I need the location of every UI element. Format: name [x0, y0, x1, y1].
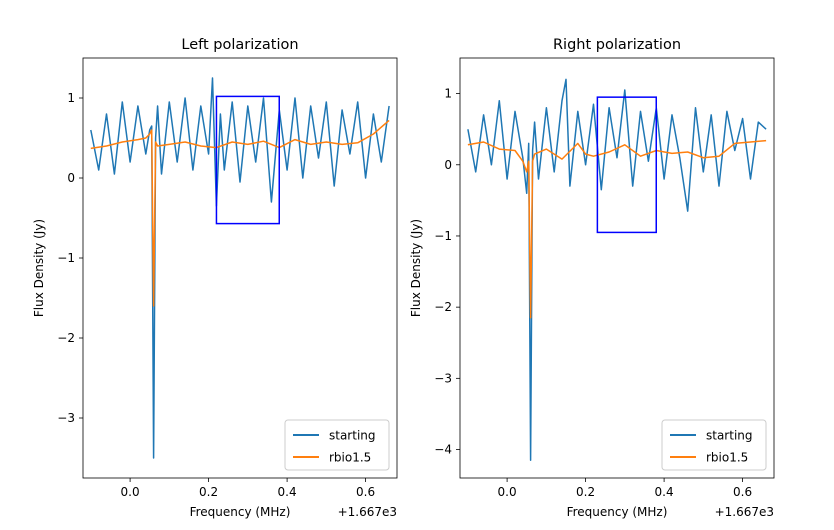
x-axis-label: Frequency (MHz) — [190, 505, 291, 519]
y-tick-label: −4 — [434, 443, 452, 457]
panel-left: 0.0 0.2 0.4 0.6 1 0 −1 −2 −3 Left polarization Fre… — [32, 37, 398, 519]
y-tick-label: −1 — [57, 251, 75, 265]
x-offset-label: +1.667e3 — [715, 505, 774, 519]
legend-label: starting — [706, 429, 753, 443]
x-axis-label: Frequency (MHz) — [567, 505, 668, 519]
y-tick-label: −2 — [57, 331, 75, 345]
x-tick-label: 0.4 — [655, 485, 674, 499]
y-tick-label: 0 — [67, 171, 75, 185]
legend: starting rbio1.5 — [284, 419, 390, 471]
y-axis-label: Flux Density (Jy) — [32, 219, 46, 317]
y-tick-label: −3 — [57, 411, 75, 425]
series-line-rbio1-5 — [467, 139, 767, 319]
y-tick-label: −1 — [434, 229, 452, 243]
x-tick-label: 0.0 — [121, 485, 140, 499]
legend: starting rbio1.5 — [661, 419, 767, 471]
y-tick-label: 0 — [444, 158, 452, 172]
plot-frame — [82, 57, 398, 479]
x-offset-label: +1.667e3 — [338, 505, 397, 519]
y-tick-label: 1 — [444, 87, 452, 101]
highlight-box — [596, 96, 657, 234]
y-tick-label: −2 — [434, 300, 452, 314]
chart-title: Left polarization — [181, 37, 298, 53]
series-line-starting — [90, 77, 390, 459]
x-tick-label: 0.2 — [199, 485, 218, 499]
x-tick-label: 0.6 — [733, 485, 752, 499]
legend-label: starting — [329, 429, 376, 443]
x-tick-label: 0.0 — [498, 485, 517, 499]
plot-frame — [459, 57, 775, 479]
chart-title: Right polarization — [553, 37, 681, 53]
x-tick-label: 0.6 — [356, 485, 375, 499]
y-axis-label: Flux Density (Jy) — [409, 219, 423, 317]
series-line-starting — [467, 78, 767, 461]
y-tick-label: 1 — [67, 91, 75, 105]
x-tick-label: 0.4 — [278, 485, 297, 499]
legend-label: rbio1.5 — [706, 451, 748, 465]
x-tick-label: 0.2 — [576, 485, 595, 499]
y-tick-label: −3 — [434, 371, 452, 385]
panel-right: 0.0 0.2 0.4 0.6 1 0 −1 −2 −3 −4 Right polarization… — [409, 37, 775, 519]
series-line-rbio1-5 — [90, 119, 390, 307]
highlight-box — [215, 95, 280, 225]
legend-label: rbio1.5 — [329, 451, 371, 465]
